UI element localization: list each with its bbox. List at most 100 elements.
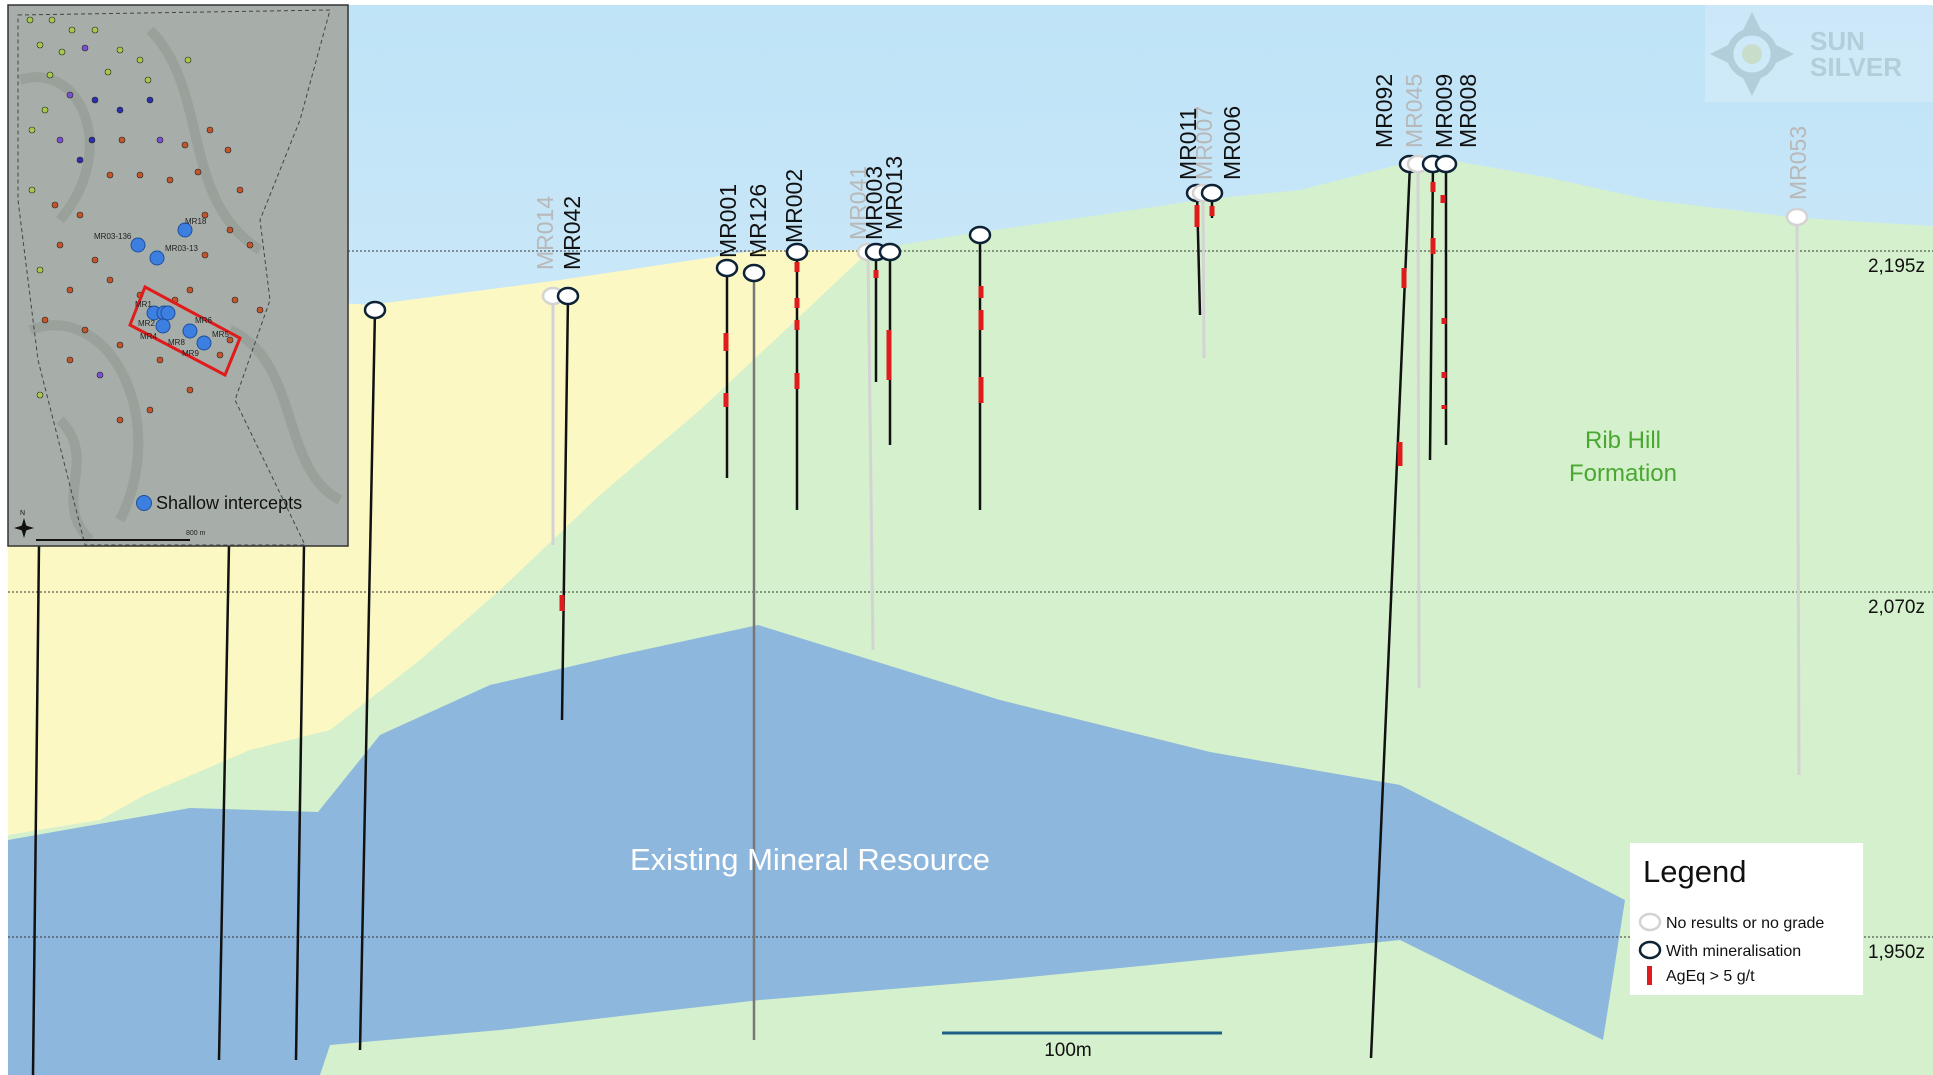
inset-dot [66, 356, 74, 364]
drill-hole-label: MR009 [1431, 74, 1457, 148]
drill-hole-label: MR013 [881, 156, 907, 230]
svg-text:SILVER: SILVER [1810, 52, 1902, 82]
grade-interval [559, 595, 565, 611]
inset-dot [116, 341, 124, 349]
drill-hole-label: MR008 [1455, 74, 1481, 148]
inset-dot [184, 56, 192, 64]
inset-dot [116, 106, 124, 114]
watermark-logo: SUN SILVER [1705, 5, 1933, 102]
shallow-intercept-marker [177, 222, 193, 238]
inset-label: MR2 [138, 319, 155, 328]
grade-interval [978, 377, 984, 403]
inset-dot [51, 201, 59, 209]
drill-trace [1795, 216, 1801, 776]
inset-dot [144, 76, 152, 84]
shallow-intercept-marker [196, 335, 212, 351]
drill-collar [556, 286, 580, 306]
svg-text:SUN: SUN [1810, 26, 1865, 56]
drill-trace [217, 544, 231, 1061]
drill-hole-label: MR014 [532, 196, 558, 270]
grade-interval [978, 286, 984, 298]
drill-hole-label: MR007 [1191, 106, 1217, 180]
inset-dot [156, 356, 164, 364]
elevation-label-2070: 2,070z [1868, 597, 1925, 618]
grade-interval [723, 333, 729, 351]
inset-dot [156, 136, 164, 144]
drill-collar [363, 300, 387, 320]
inset-label: MR4 [140, 332, 157, 341]
drill-trace [294, 544, 306, 1061]
drill-collar [1785, 207, 1809, 227]
inset-dot [226, 336, 234, 344]
drill-collar [785, 242, 809, 262]
grade-interval [873, 270, 879, 278]
inset-label: MR03-136 [94, 232, 132, 241]
grade-interval [1194, 205, 1200, 227]
legend-mineralised-label: With mineralisation [1666, 943, 1801, 960]
drill-trace [1416, 163, 1421, 689]
legend-no-result-symbol [1638, 912, 1662, 932]
grade-interval [1440, 195, 1446, 203]
grade-interval [794, 373, 800, 389]
section-box [128, 284, 242, 378]
inset-dot [81, 326, 89, 334]
inset-dot [236, 186, 244, 194]
legend-title: Legend [1643, 854, 1746, 889]
inset-dot [91, 96, 99, 104]
legend-no-result-label: No results or no grade [1666, 915, 1824, 932]
inset-label: MR9 [182, 349, 199, 358]
shallow-intercept-marker [160, 305, 176, 321]
grade-interval [886, 330, 892, 380]
grade-interval [794, 298, 800, 308]
inset-dot [118, 136, 126, 144]
resource-label: Existing Mineral Resource [630, 842, 990, 877]
existing-mineral-resource [8, 625, 1625, 1075]
drill-hole-label: MR006 [1219, 106, 1245, 180]
inset-dot [88, 136, 96, 144]
grade-interval [1441, 318, 1447, 324]
inset-dot [231, 296, 239, 304]
svg-text:N: N [20, 510, 25, 517]
inset-label: MR5 [212, 330, 229, 339]
inset-dot [116, 46, 124, 54]
shallow-intercept-marker [149, 250, 165, 266]
drill-hole-label: MR041 [845, 166, 871, 240]
drill-hole-label: MR011 [1175, 108, 1201, 180]
inset-dot [256, 306, 264, 314]
drill-trace [866, 251, 875, 651]
drill-hole-label: MR126 [745, 184, 771, 258]
grade-interval [1441, 405, 1447, 409]
inset-dot [36, 391, 44, 399]
elevation-label-2195: 2,195z [1868, 256, 1925, 277]
inset-dot [136, 171, 144, 179]
inset-dot [36, 41, 44, 49]
inset-dot [91, 256, 99, 264]
drill-trace [560, 295, 570, 721]
drill-trace [1428, 163, 1435, 461]
inset-dot [76, 156, 84, 164]
drill-hole-label: MR002 [781, 169, 807, 243]
shallow-intercept-marker [182, 323, 198, 339]
drill-collar [1200, 183, 1224, 203]
inset-dot [81, 44, 89, 52]
inset-dot [186, 286, 194, 294]
inset-dot [106, 171, 114, 179]
drill-hole-label: MR042 [559, 196, 585, 270]
inset-dot [201, 251, 209, 259]
inset-dot [68, 26, 76, 34]
grade-interval [723, 393, 729, 407]
inset-dot [116, 416, 124, 424]
drill-hole-label: MR003 [861, 166, 887, 240]
inset-dot [36, 266, 44, 274]
shallow-intercepts-legend-label: Shallow intercepts [156, 493, 302, 513]
drill-trace [1369, 163, 1412, 1059]
drill-hole-label: MR001 [715, 184, 741, 258]
drill-collar [968, 225, 992, 245]
legend: Legend No results or no grade With miner… [1630, 843, 1863, 995]
drill-collar [1434, 154, 1458, 174]
inset-dot [146, 406, 154, 414]
drill-trace [31, 544, 41, 1075]
inset-label: MR8 [168, 338, 185, 347]
inset-dot [224, 146, 232, 154]
